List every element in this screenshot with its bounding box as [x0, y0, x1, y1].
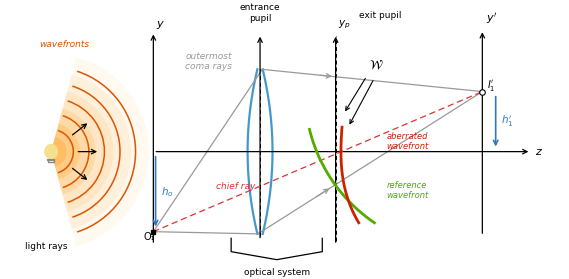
Text: outermost
coma rays: outermost coma rays: [185, 52, 232, 71]
Text: $\mathcal{W}$: $\mathcal{W}$: [369, 59, 384, 72]
Text: wavefronts: wavefronts: [39, 40, 89, 49]
Text: optical system: optical system: [244, 268, 310, 277]
Text: $I_1'$: $I_1'$: [487, 78, 495, 93]
Text: entrance
pupil: entrance pupil: [240, 3, 281, 23]
Ellipse shape: [45, 145, 57, 159]
Text: z: z: [535, 147, 541, 157]
Wedge shape: [51, 137, 67, 167]
Text: O₁: O₁: [143, 232, 155, 242]
Text: $h_1'$: $h_1'$: [501, 114, 514, 129]
Text: $y'$: $y'$: [486, 11, 497, 26]
Wedge shape: [51, 124, 80, 179]
Wedge shape: [51, 74, 131, 229]
Wedge shape: [51, 57, 149, 246]
Text: $h_o$: $h_o$: [162, 185, 174, 199]
Text: chief ray: chief ray: [216, 182, 255, 191]
Text: aberrated
wavefront: aberrated wavefront: [387, 132, 429, 151]
Text: $y_p$: $y_p$: [338, 18, 351, 31]
Text: light rays: light rays: [26, 242, 68, 251]
Text: y: y: [156, 19, 163, 29]
Wedge shape: [51, 92, 113, 212]
Text: exit pupil: exit pupil: [359, 11, 401, 20]
Text: reference
wavefront: reference wavefront: [387, 181, 429, 200]
Wedge shape: [51, 109, 96, 194]
